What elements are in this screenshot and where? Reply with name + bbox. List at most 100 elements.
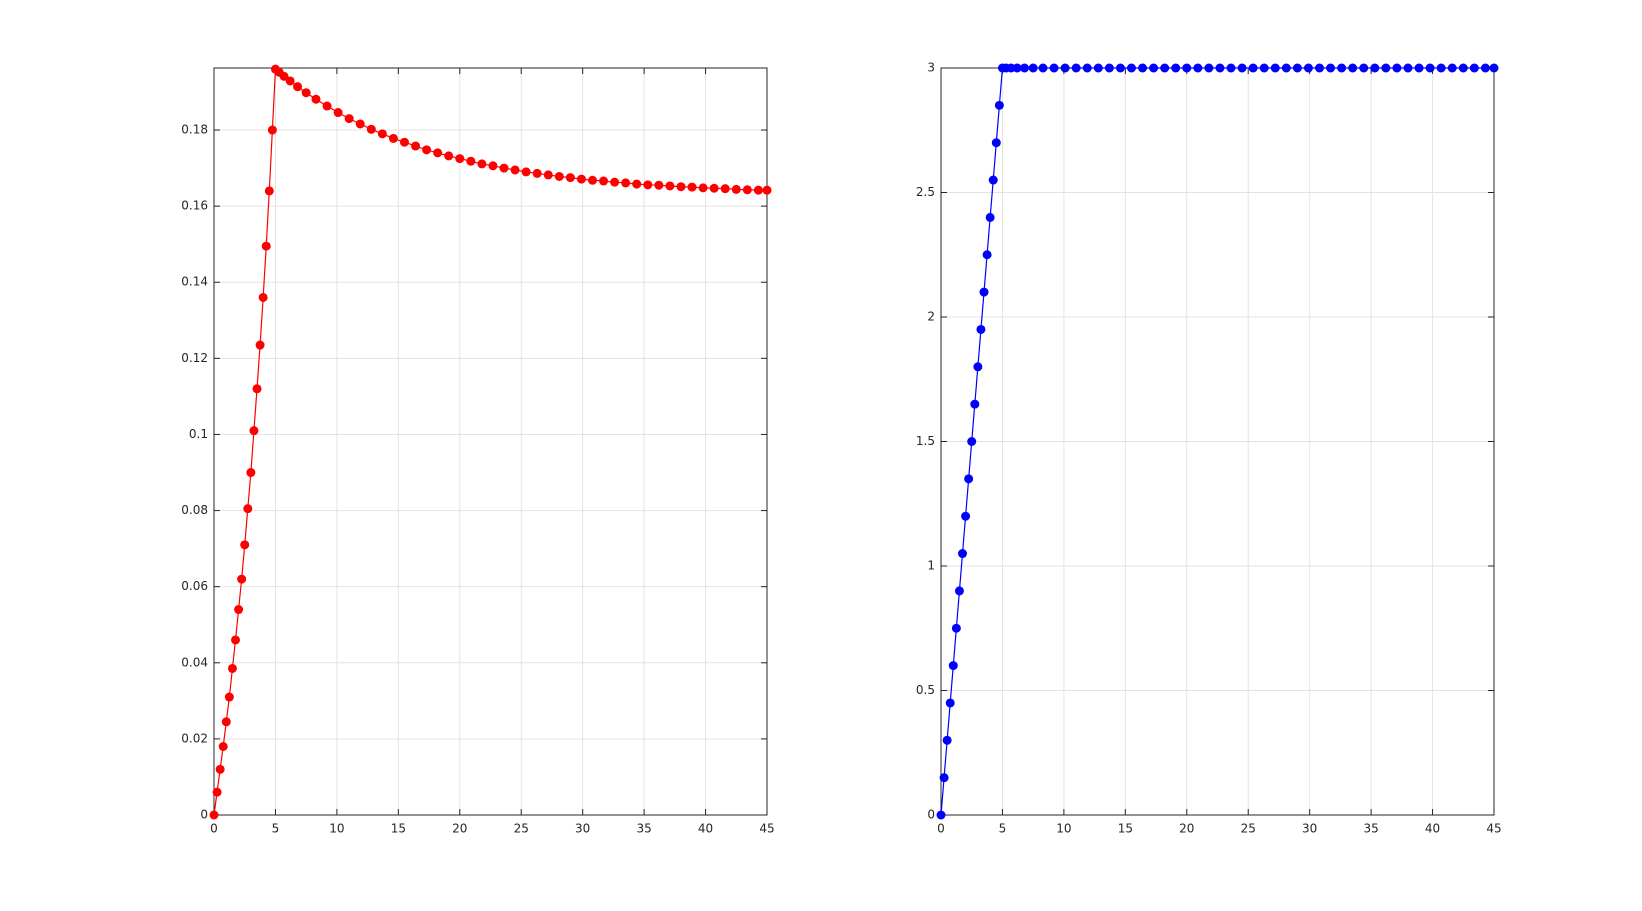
x-tick-label: 0 [937, 822, 945, 836]
data-point [1337, 63, 1347, 73]
x-tick-label: 15 [391, 822, 406, 836]
data-point [632, 179, 642, 189]
data-point [499, 163, 509, 173]
data-point [532, 168, 542, 178]
y-tick-label: 0.06 [181, 579, 208, 593]
y-tick-label: 0.14 [181, 275, 208, 289]
data-point [543, 170, 553, 180]
data-point [311, 94, 321, 104]
data-point [466, 156, 476, 166]
data-point [322, 101, 332, 111]
data-point [267, 125, 277, 135]
data-point [1259, 63, 1269, 73]
data-point [565, 173, 575, 183]
x-tick-label: 25 [1241, 822, 1256, 836]
data-point [576, 174, 586, 184]
data-point [1115, 63, 1125, 73]
data-point [477, 159, 487, 169]
data-point [455, 154, 465, 164]
x-tick-label: 30 [1302, 822, 1317, 836]
x-tick-label: 20 [1179, 822, 1194, 836]
y-tick-label: 0.16 [181, 199, 208, 213]
x-tick-label: 45 [1486, 822, 1501, 836]
data-point [488, 161, 498, 171]
y-tick-label: 0.12 [181, 351, 208, 365]
data-point [621, 178, 631, 188]
data-point [279, 71, 289, 81]
data-point [285, 76, 295, 86]
data-point [258, 292, 268, 302]
data-point [742, 185, 752, 195]
data-point [240, 540, 250, 550]
data-point [1469, 63, 1479, 73]
data-point [961, 511, 971, 521]
data-point [1160, 63, 1170, 73]
data-point [1204, 63, 1214, 73]
y-tick-label: 0.02 [181, 731, 208, 745]
data-point [344, 114, 354, 124]
data-point [249, 426, 259, 436]
data-point [698, 183, 708, 193]
x-tick-label: 30 [575, 822, 590, 836]
data-point [1138, 63, 1148, 73]
data-point [388, 133, 398, 143]
data-point [1093, 63, 1103, 73]
data-point [964, 474, 974, 484]
data-point [1425, 63, 1435, 73]
y-tick-label: 3 [927, 61, 935, 75]
data-point [939, 773, 949, 783]
data-point [433, 148, 443, 158]
data-point [231, 635, 241, 645]
data-point [976, 324, 986, 334]
data-point [1049, 63, 1059, 73]
data-point [1082, 63, 1092, 73]
data-point [1248, 63, 1258, 73]
data-point [255, 340, 265, 350]
data-point [1020, 63, 1030, 73]
data-point [948, 661, 958, 671]
data-point [1403, 63, 1413, 73]
data-point [1182, 63, 1192, 73]
data-point [1270, 63, 1280, 73]
data-point [422, 145, 432, 155]
data-point [1171, 63, 1181, 73]
data-point [293, 82, 303, 92]
data-point [945, 698, 955, 708]
data-point [994, 100, 1004, 110]
data-point [1303, 63, 1313, 73]
data-point [218, 742, 228, 752]
data-point [333, 108, 343, 118]
data-point [1226, 63, 1236, 73]
data-point [1281, 63, 1291, 73]
data-point [1215, 63, 1225, 73]
y-tick-label: 1.5 [916, 434, 935, 448]
data-point [1359, 63, 1369, 73]
data-point [687, 182, 697, 192]
data-point [982, 250, 992, 260]
data-point [261, 241, 271, 251]
data-point [599, 176, 609, 186]
x-tick-label: 5 [272, 822, 280, 836]
data-point [1458, 63, 1468, 73]
data-point [970, 399, 980, 409]
data-point [610, 177, 620, 187]
data-point [973, 362, 983, 372]
data-point [942, 735, 952, 745]
data-point [366, 124, 376, 134]
data-point [1436, 63, 1446, 73]
data-point [979, 287, 989, 297]
data-point [1392, 63, 1402, 73]
data-point [1012, 63, 1022, 73]
data-point [1489, 63, 1499, 73]
data-point [1104, 63, 1114, 73]
data-point [958, 549, 968, 559]
data-point [731, 184, 741, 194]
data-point [234, 605, 244, 615]
x-tick-label: 45 [759, 822, 774, 836]
data-point [587, 175, 597, 185]
data-point [1348, 63, 1358, 73]
data-point [521, 167, 531, 177]
data-point [1149, 63, 1159, 73]
data-point [510, 165, 520, 175]
